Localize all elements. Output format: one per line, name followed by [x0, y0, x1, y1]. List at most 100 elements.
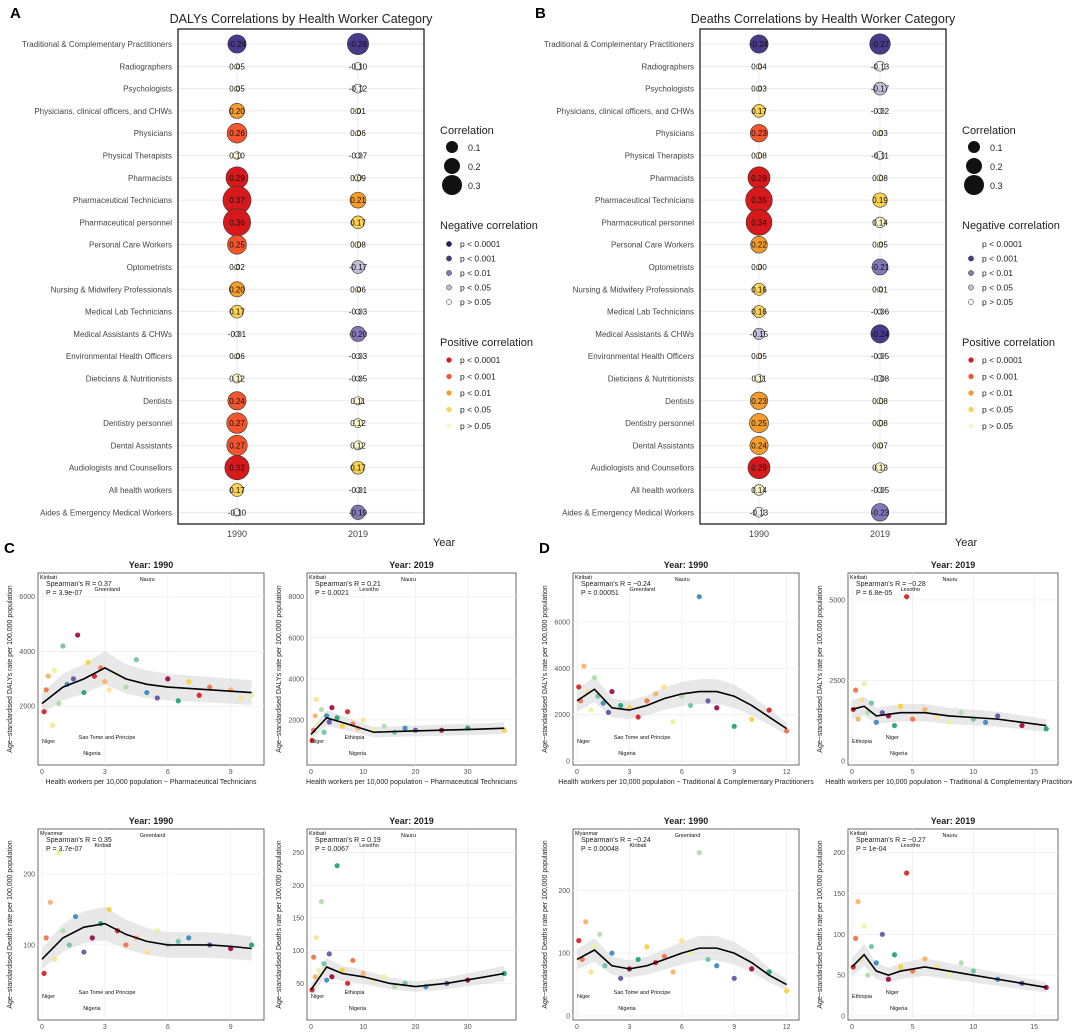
y-tick-label: 0	[841, 1014, 845, 1021]
data-point	[344, 709, 351, 715]
plot-area	[847, 828, 1059, 1021]
data-point	[946, 719, 952, 725]
bubble	[875, 151, 885, 160]
legend-p-label: p < 0.01	[460, 388, 491, 398]
x-axis-title: Health workers per 10,000 population − P…	[46, 779, 257, 786]
trend-line	[576, 947, 787, 986]
legend-pos-dot	[446, 423, 452, 429]
point-annotation: Sao Tome and Principe	[79, 990, 136, 996]
bubble	[753, 507, 765, 518]
legend-p-label: p > 0.05	[460, 421, 491, 431]
spearman-r: Spearman's R = 0.21	[315, 581, 381, 588]
bubble-value: -0.06	[871, 308, 890, 317]
data-point	[749, 966, 755, 972]
bubble-value: -0.01	[228, 330, 247, 339]
legend-pos-dot	[446, 357, 452, 363]
point-annotation: Nigeria	[618, 751, 636, 757]
chart-title: Deaths Correlations by Health Worker Cat…	[691, 12, 956, 26]
x-tick-label: 20	[412, 1024, 420, 1031]
panel-title: Year: 1990	[129, 816, 174, 826]
bubble	[232, 373, 242, 384]
y-axis-title: Age−standardised Deaths rate per 100,000…	[817, 840, 824, 1008]
spearman-r: Spearman's R = −0.24	[581, 581, 651, 588]
bubble-value: -0.24	[750, 40, 769, 49]
bubble-value: 0.11	[752, 375, 768, 384]
bubble-value: -0.13	[750, 508, 769, 517]
data-point	[602, 963, 608, 969]
bubble-value: 0.34	[751, 218, 767, 227]
bubble-value: -0.07	[349, 152, 368, 161]
x-tick-label: 10	[359, 1024, 367, 1031]
legend-pos-dot	[446, 373, 452, 380]
bubble-value: -0.24	[228, 40, 247, 49]
legend-pos-dot	[446, 390, 452, 396]
bubble-value: 0.17	[229, 486, 245, 495]
data-point	[784, 728, 790, 734]
bubble-value: 0.27	[229, 441, 245, 450]
y-tick-label: 50	[296, 981, 304, 988]
data-point	[879, 710, 885, 716]
y-tick-label: 200	[292, 883, 304, 890]
y-tick-label: 200	[558, 888, 570, 895]
bubble-value: 0.24	[751, 441, 767, 450]
bubble	[754, 374, 764, 383]
legend-p-label: p < 0.0001	[460, 239, 501, 249]
y-axis-title: Age−standardised Deaths rate per 100,000…	[276, 840, 283, 1008]
panel-letter: C	[4, 540, 15, 557]
legend-p-label: p < 0.001	[982, 372, 1018, 382]
data-point	[56, 700, 62, 707]
bubble-value: -0.08	[871, 375, 890, 384]
data-point	[56, 850, 62, 856]
point-annotation: Kiribati	[575, 575, 592, 581]
bubble	[234, 63, 240, 70]
data-point	[946, 972, 952, 978]
category-label: Radiographers	[642, 62, 694, 71]
data-point	[865, 972, 871, 978]
bubble-value: 0.35	[751, 196, 767, 205]
bubble-value: -0.05	[349, 375, 368, 384]
bubble-value: 0.05	[872, 241, 888, 250]
bubble	[351, 260, 365, 274]
bubble	[349, 191, 367, 209]
x-tick-label: 9	[732, 1024, 736, 1031]
bubble-value: 0.05	[229, 85, 245, 94]
point-annotation: Sao Tome and Principe	[79, 735, 136, 741]
bubble-value: 0.04	[751, 62, 767, 71]
data-point	[196, 692, 202, 698]
bubble-value: -0.03	[349, 352, 368, 361]
point-annotation: Nigeria	[618, 1006, 636, 1012]
confidence-band	[311, 958, 505, 995]
bubble	[749, 435, 769, 455]
data-point	[644, 944, 650, 950]
bubble-value: -0.10	[228, 508, 247, 517]
bubble-value: 0.22	[751, 241, 767, 250]
legend-pos-dot	[968, 357, 974, 363]
bubble	[227, 391, 247, 411]
data-point	[41, 970, 47, 976]
data-point	[207, 684, 213, 690]
x-tick-label: 0	[850, 769, 854, 776]
bubble-value: -0.11	[871, 152, 889, 161]
x-tick-label: 0	[575, 769, 579, 776]
bubble	[874, 462, 886, 473]
data-point	[696, 850, 702, 856]
bubble	[353, 418, 363, 428]
data-point	[705, 698, 711, 704]
legend-title: Positive correlation	[440, 337, 533, 349]
y-tick-label: 50	[837, 973, 845, 980]
bubble-value: 0.19	[872, 196, 888, 205]
x-tick-label: 2019	[348, 529, 368, 539]
legend-neg-dot	[446, 270, 452, 276]
data-point	[339, 723, 345, 729]
panel-letter: D	[539, 540, 550, 557]
legend-size-label: 0.1	[468, 143, 481, 153]
data-point	[313, 934, 319, 941]
data-point	[687, 702, 694, 709]
legend-pos-dot	[968, 373, 974, 380]
x-tick-label: 9	[732, 769, 736, 776]
y-tick-label: 0	[566, 759, 570, 766]
legend-size-dot	[966, 158, 982, 174]
bubble-value: 0.29	[229, 174, 245, 183]
x-axis-title: Year	[955, 537, 978, 549]
